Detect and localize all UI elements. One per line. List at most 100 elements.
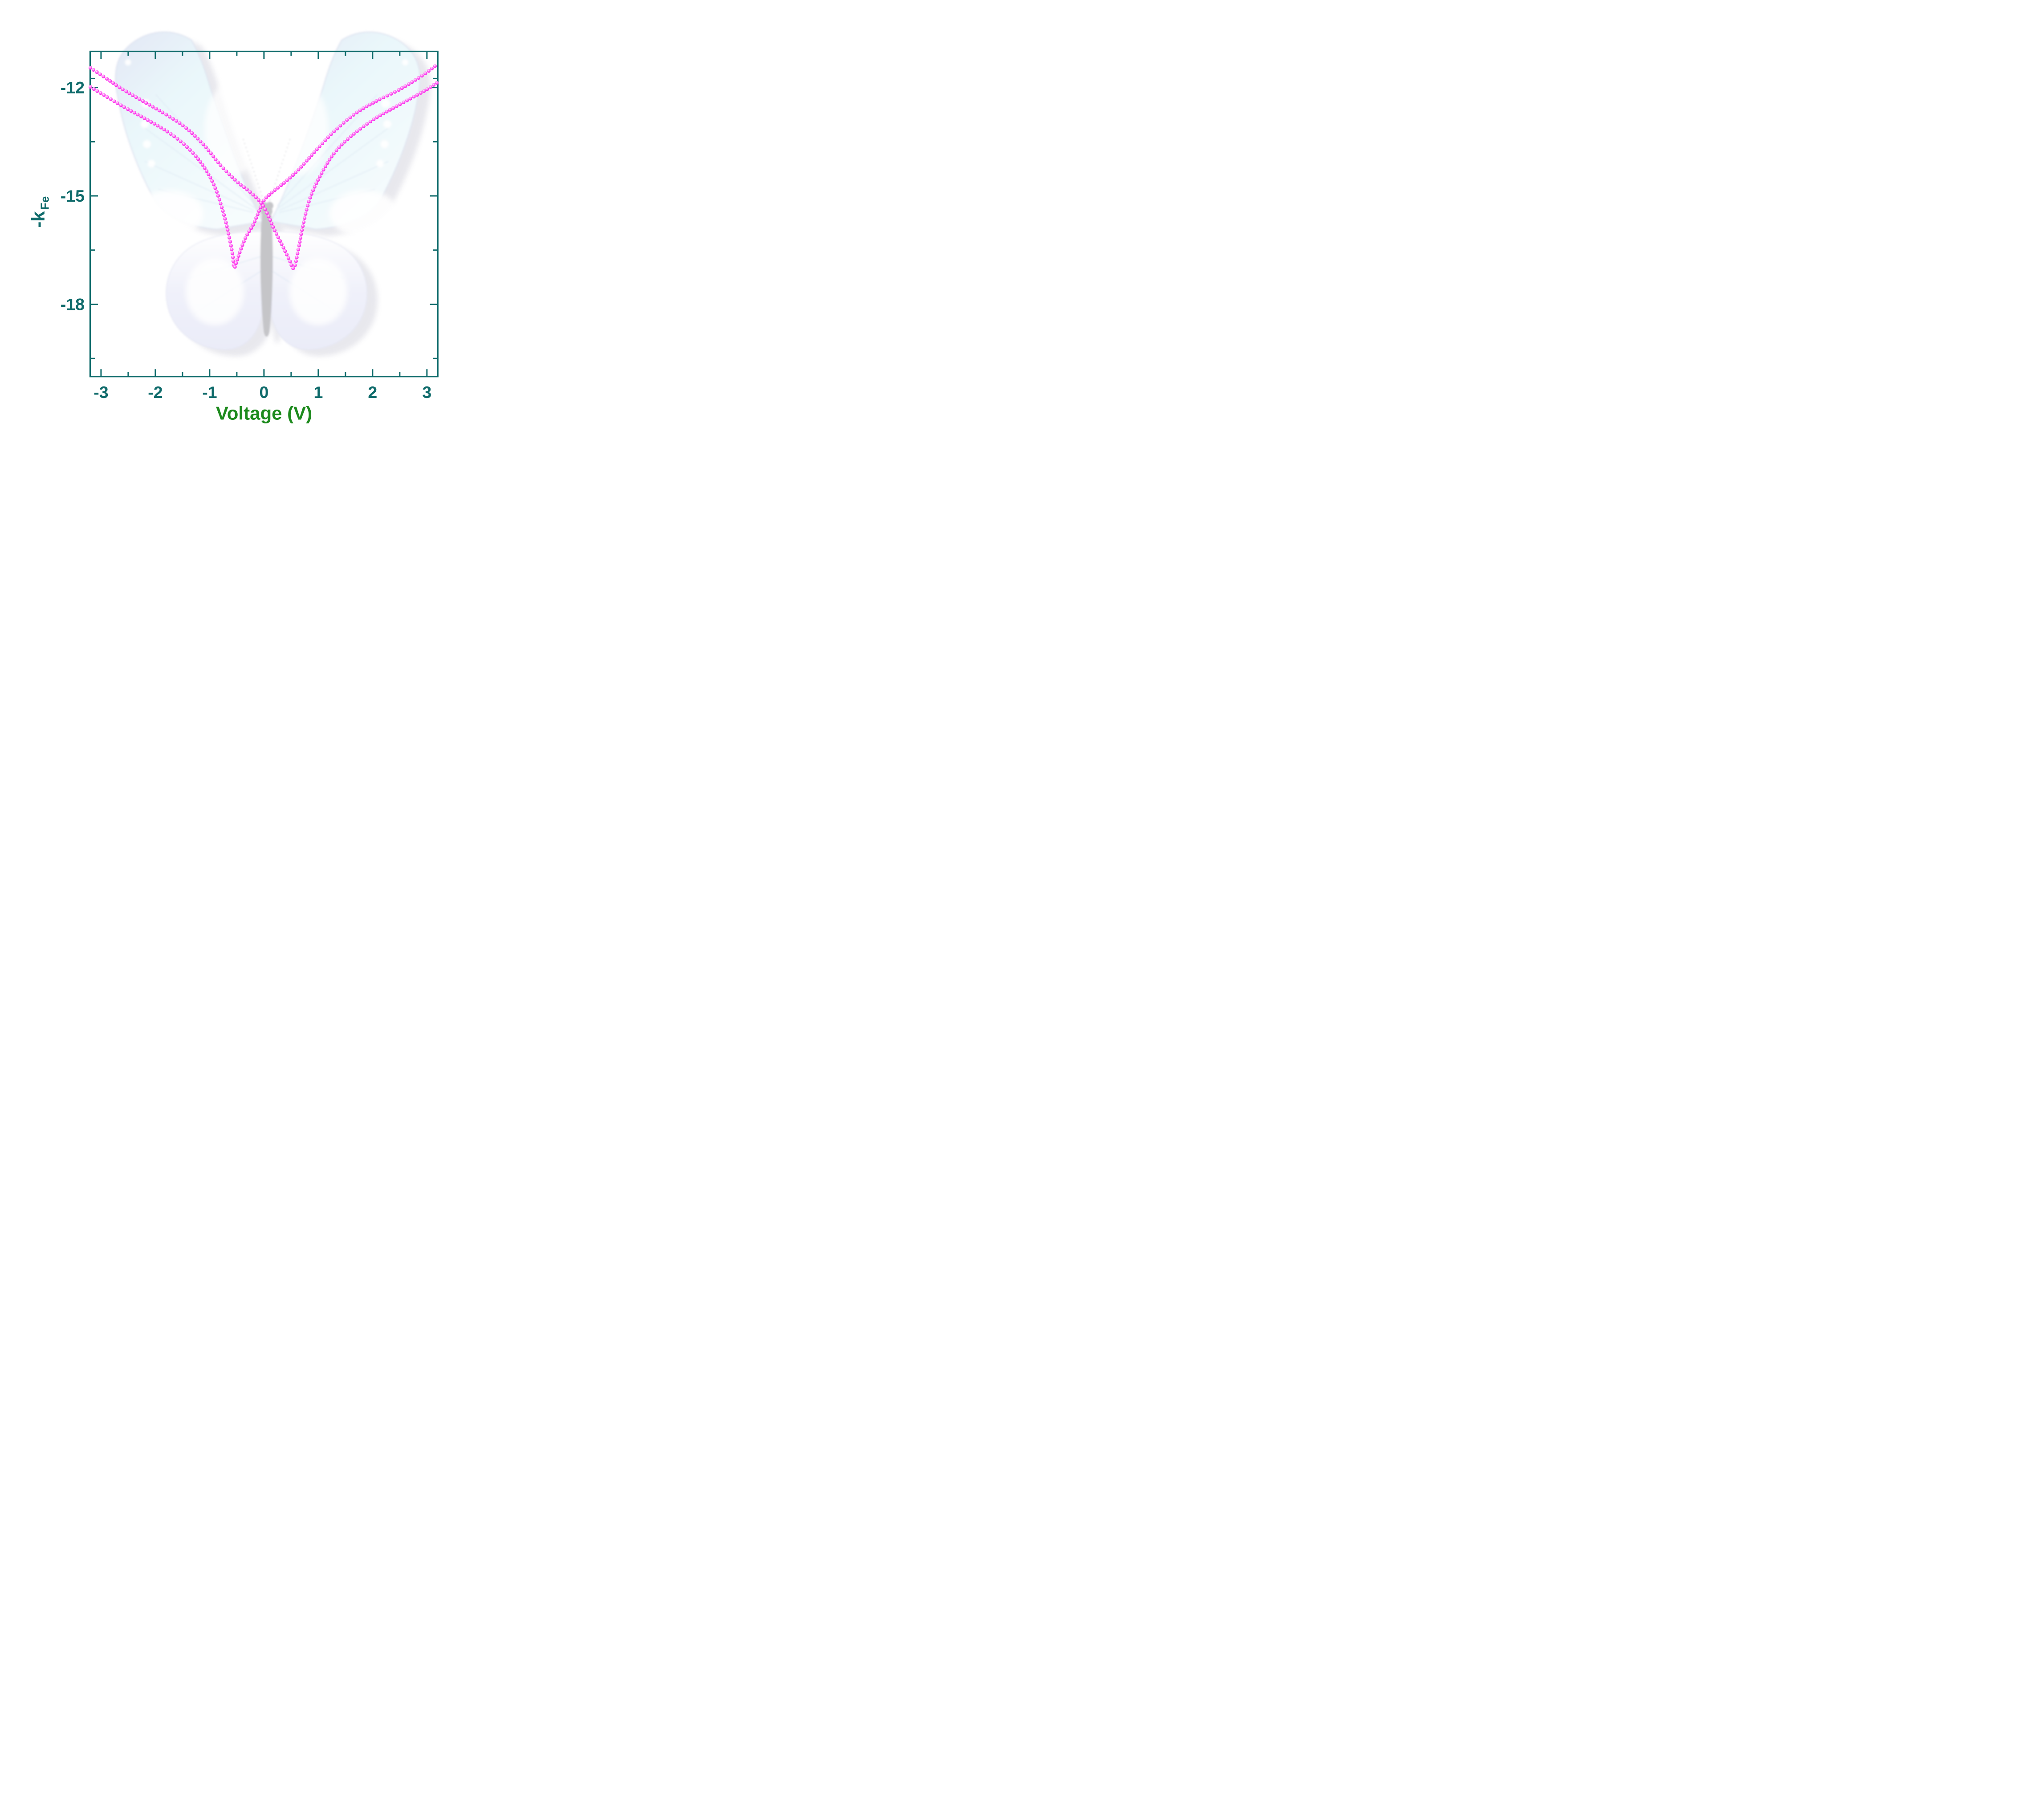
data-bead <box>139 114 143 118</box>
data-bead <box>298 240 302 244</box>
antennae <box>243 139 291 205</box>
data-bead <box>174 119 179 123</box>
axis-ticks <box>90 51 438 377</box>
data-bead <box>254 195 258 199</box>
data-bead <box>286 256 290 260</box>
data-bead <box>204 145 208 149</box>
data-bead <box>201 142 205 146</box>
data-bead <box>435 81 439 85</box>
data-bead <box>315 147 319 151</box>
data-bead <box>267 193 271 197</box>
data-bead <box>208 175 212 180</box>
data-bead <box>318 175 322 179</box>
data-bead <box>267 214 271 219</box>
data-bead <box>226 228 230 232</box>
y-axis-title-subscript: Fe <box>38 196 52 210</box>
data-bead <box>371 101 375 105</box>
data-bead <box>216 160 220 164</box>
data-bead <box>199 160 203 164</box>
data-bead <box>178 121 182 125</box>
data-bead <box>118 85 122 89</box>
data-bead <box>247 229 251 233</box>
data-bead <box>405 98 409 102</box>
data-bead <box>219 163 223 167</box>
data-bead <box>291 266 295 270</box>
data-bead <box>311 188 315 192</box>
data-bead <box>129 109 133 113</box>
data-bead <box>307 156 311 160</box>
data-bead <box>124 89 128 93</box>
data-bead <box>221 167 225 171</box>
data-bead <box>105 95 110 99</box>
data-bead <box>230 175 234 179</box>
data-bead <box>169 132 173 136</box>
x-tick-label: 1 <box>313 383 323 402</box>
data-bead <box>295 256 299 260</box>
data-bead <box>259 201 263 205</box>
data-bead <box>181 123 185 127</box>
data-bead <box>150 105 155 109</box>
data-bead <box>164 113 168 117</box>
y-axis-title: -k Fe <box>28 196 52 228</box>
data-bead <box>234 261 238 265</box>
data-bead <box>222 213 226 217</box>
curve-series-1 <box>88 66 439 270</box>
butterfly-voltage-chart: -3 -2 -1 0 1 2 3 -12 -15 -18 Voltage (V) -k Fe <box>28 31 439 424</box>
data-bead <box>130 93 135 98</box>
data-bead <box>238 250 242 254</box>
data-bead <box>325 161 329 165</box>
data-bead <box>332 151 336 155</box>
data-bead <box>400 86 404 90</box>
data-bead <box>98 72 102 76</box>
data-bead <box>262 199 266 203</box>
data-bead <box>378 97 382 102</box>
data-bead <box>301 220 306 224</box>
data-bead <box>196 137 200 141</box>
data-bead <box>188 148 192 152</box>
data-bead <box>199 139 203 144</box>
data-bead <box>141 99 145 103</box>
data-bead <box>196 157 200 161</box>
data-bead <box>161 110 165 114</box>
data-bead <box>412 95 416 99</box>
data-bead <box>122 105 126 109</box>
y-tick-label: -15 <box>61 187 85 205</box>
data-bead <box>112 99 116 103</box>
data-bead <box>382 111 386 115</box>
data-bead <box>301 224 305 228</box>
data-bead <box>236 180 240 184</box>
data-bead <box>282 181 286 185</box>
data-bead <box>278 239 282 243</box>
data-bead <box>138 97 142 101</box>
data-bead <box>251 193 255 197</box>
data-bead <box>327 158 332 162</box>
data-bead <box>305 158 309 163</box>
data-bead <box>230 248 234 252</box>
data-bead <box>393 90 397 94</box>
data-bead <box>323 164 328 168</box>
x-tick-label: -3 <box>94 383 108 402</box>
data-bead <box>285 252 289 256</box>
data-bead <box>289 263 293 267</box>
data-bead <box>126 107 130 111</box>
data-bead <box>349 134 353 138</box>
data-bead <box>355 129 359 134</box>
data-bead <box>394 104 398 108</box>
data-bead <box>159 126 163 130</box>
data-bead <box>152 122 156 126</box>
data-bead <box>403 84 407 88</box>
data-bead <box>156 124 160 128</box>
data-bead <box>337 145 341 149</box>
data-bead <box>335 126 339 130</box>
data-bead <box>416 76 421 80</box>
data-bead <box>312 150 316 154</box>
data-bead <box>296 252 300 256</box>
data-bead <box>428 85 433 89</box>
data-bead <box>235 258 240 262</box>
data-bead <box>217 198 221 202</box>
data-bead <box>248 190 252 194</box>
data-bead <box>342 140 347 144</box>
data-bead <box>345 118 349 122</box>
data-bead <box>276 186 280 190</box>
data-bead <box>95 70 99 74</box>
